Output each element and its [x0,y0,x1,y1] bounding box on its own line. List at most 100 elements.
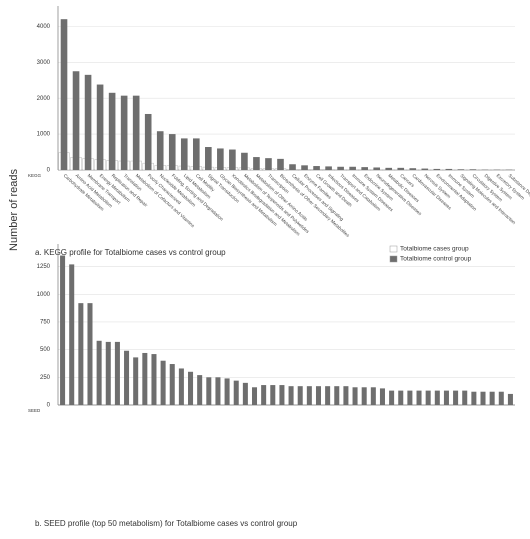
bar [261,385,267,405]
bar [337,166,344,170]
bar [105,341,111,405]
y-tick-label: 500 [40,347,51,353]
bar [489,391,495,405]
bar [480,391,486,405]
bar [313,166,320,170]
bar [453,390,459,405]
bar [169,364,175,405]
bar [457,169,465,170]
bar [433,168,441,170]
y-tick-label: 1000 [37,132,51,138]
bar [132,95,140,170]
y-tick-label: 1250 [37,264,51,270]
bar [69,264,75,405]
bar [242,382,248,405]
bar [349,166,356,170]
bar [507,393,513,405]
bar [229,149,236,170]
bar [443,390,449,405]
bar [178,368,184,405]
bar [233,380,239,405]
bar [188,371,194,405]
bar [192,138,200,170]
bar [434,390,440,405]
bar [180,138,188,170]
bar [156,131,164,170]
bar [251,387,258,405]
legend-swatch [389,255,398,263]
bar [151,354,157,405]
bar [425,390,431,405]
legend-swatch [389,245,398,253]
bar [96,340,102,405]
bar [224,378,230,405]
bar [407,390,413,405]
y-tick-label: 1000 [37,292,51,298]
bar [108,92,116,170]
bar [124,350,130,405]
bar [397,167,405,170]
bar [379,388,385,405]
bar [301,165,308,170]
bar [498,391,504,405]
bar [421,168,429,170]
axis-side-label: SEED [28,408,41,413]
bar [60,255,66,405]
y-tick-label: 0 [47,168,51,174]
bar [72,71,80,170]
bar [471,391,477,405]
bar [279,385,285,405]
caption: b. SEED profile (top 50 metabolism) for … [35,519,298,528]
bar [265,158,272,170]
y-tick-label: 4000 [37,24,51,30]
bar [343,386,349,405]
legend-label: Totalbiome control group [400,256,472,263]
bar [306,386,312,405]
bar [96,84,104,170]
bar [253,157,260,170]
bar [334,386,340,405]
bar [142,352,148,405]
y-tick-label: 750 [40,320,51,326]
bar [217,148,224,170]
bar [205,147,212,170]
bar [277,158,284,170]
bar [445,168,453,170]
bar [133,357,139,405]
bar [215,377,221,405]
bar [385,167,393,170]
bar [87,303,93,405]
bar [469,169,477,170]
legend-label: Totalbiome cases group [400,246,469,253]
bar [84,74,92,170]
bar [114,341,120,405]
bar [416,390,422,405]
bar [288,386,294,405]
bar [409,168,417,170]
bar [60,19,68,170]
bar [389,390,395,405]
bar [197,375,203,405]
bar [315,386,322,405]
bar [120,95,128,170]
bar [370,387,376,405]
bar [270,385,276,405]
bar [398,390,404,405]
caption: a. KEGG profile for Totalbiome cases vs … [35,248,226,257]
y-tick-label: 250 [40,375,51,381]
y-axis-title: Number of reads [8,169,20,251]
y-tick-label: 3000 [37,60,51,66]
bar [373,167,381,170]
bar [160,360,166,405]
bar [78,303,84,405]
bar [325,166,332,170]
bar [325,386,331,405]
bar [206,377,212,405]
bar [352,387,358,405]
bar [144,113,152,170]
y-tick-label: 2000 [37,96,51,102]
bar [289,164,296,170]
bar [462,390,468,405]
bar [361,167,368,170]
